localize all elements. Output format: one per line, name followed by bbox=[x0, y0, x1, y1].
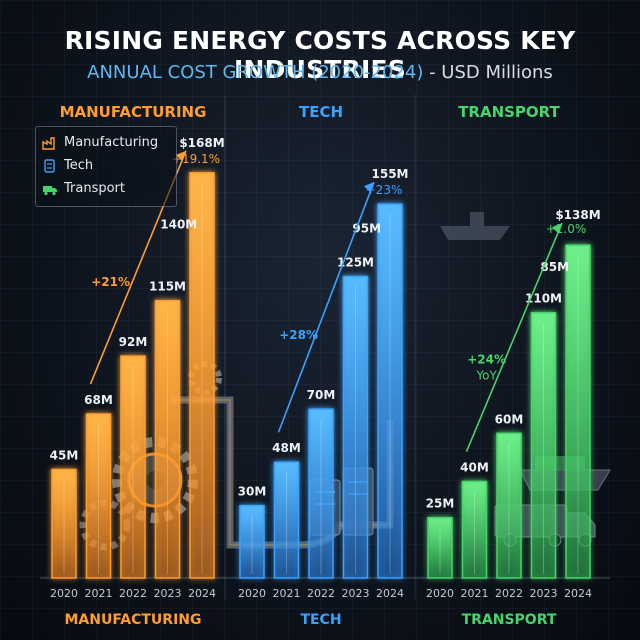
legend-item-manufacturing: Manufacturing bbox=[42, 131, 170, 154]
extra-label-manufacturing: 140M bbox=[160, 218, 197, 232]
tick-label-transport-2023: 2023 bbox=[530, 587, 558, 600]
value-label-manufacturing-2024: $168M bbox=[179, 136, 224, 150]
extra-label-tech: 95M bbox=[352, 221, 381, 235]
value-label-manufacturing-2020: 45M bbox=[50, 448, 79, 462]
factory-icon bbox=[42, 136, 55, 150]
chart-subtitle: ANNUAL COST GROWTH (2020-2024) - USD Mil… bbox=[0, 62, 640, 83]
panel-title-transport: TRANSPORT bbox=[458, 103, 560, 121]
bar-tech-2022 bbox=[308, 408, 334, 579]
bar-manufacturing-2022 bbox=[120, 355, 146, 579]
value-label-transport-2023: 110M bbox=[525, 292, 562, 306]
bar-manufacturing-2020 bbox=[51, 468, 77, 579]
panel-dividers bbox=[224, 95, 416, 600]
panel-title-tech: TECH bbox=[299, 103, 343, 121]
tick-label-transport-2024: 2024 bbox=[564, 587, 592, 600]
tick-label-transport-2020: 2020 bbox=[426, 587, 454, 600]
ship-icon bbox=[440, 212, 510, 240]
tick-label-transport-2021: 2021 bbox=[461, 587, 489, 600]
legend-label: Transport bbox=[64, 181, 126, 196]
bar-manufacturing-2021 bbox=[85, 413, 112, 579]
server-icon bbox=[44, 158, 55, 173]
annotation-transport-2: +1.0% bbox=[546, 222, 587, 236]
tick-label-manufacturing-2021: 2021 bbox=[85, 587, 113, 600]
value-label-manufacturing-2021: 68M bbox=[84, 393, 113, 407]
legend-label: Manufacturing bbox=[64, 135, 159, 150]
value-label-tech-2022: 70M bbox=[307, 388, 336, 402]
value-label-manufacturing-2023: 115M bbox=[149, 280, 186, 294]
tick-label-tech-2023: 2023 bbox=[342, 587, 370, 600]
trend-arrowhead-manufacturing bbox=[176, 150, 186, 161]
value-label-tech-2021: 48M bbox=[272, 441, 301, 455]
annotation-transport-0: +24% bbox=[467, 352, 506, 366]
value-label-transport-2020: 25M bbox=[426, 497, 455, 511]
tick-label-tech-2021: 2021 bbox=[273, 587, 301, 600]
bar-transport-2023 bbox=[530, 311, 557, 579]
bar-transport-2020 bbox=[427, 516, 453, 579]
panel-footer-transport: TRANSPORT bbox=[462, 612, 557, 628]
value-label-tech-2020: 30M bbox=[238, 485, 267, 499]
trend-arrow-transport bbox=[465, 222, 563, 452]
annotation-manufacturing-0: +21% bbox=[91, 275, 130, 289]
tick-label-manufacturing-2020: 2020 bbox=[50, 587, 78, 600]
value-label-transport-2022: 60M bbox=[495, 412, 524, 426]
trend-arrow-tech bbox=[277, 181, 375, 433]
panel-title-manufacturing: MANUFACTURING bbox=[60, 103, 207, 121]
value-label-manufacturing-2022: 92M bbox=[119, 335, 148, 349]
bar-manufacturing-2024 bbox=[189, 172, 215, 579]
bar-tech-2023 bbox=[342, 275, 369, 579]
legend-item-tech: Tech bbox=[42, 154, 170, 177]
tick-label-manufacturing-2022: 2022 bbox=[119, 587, 147, 600]
legend-item-transport: Transport bbox=[42, 177, 170, 200]
bar-transport-2022 bbox=[496, 432, 522, 579]
tick-label-manufacturing-2023: 2023 bbox=[154, 587, 182, 600]
value-label-transport-2024: $138M bbox=[555, 208, 600, 222]
panel-footer-tech: TECH bbox=[300, 612, 341, 628]
annotation-manufacturing-1: +19.1% bbox=[172, 152, 220, 166]
legend: Manufacturing Tech Transport bbox=[35, 126, 177, 207]
tick-label-transport-2022: 2022 bbox=[495, 587, 523, 600]
extra-label-transport: 85M bbox=[540, 260, 569, 274]
value-label-tech-2023: 125M bbox=[337, 256, 374, 270]
panel-footer-manufacturing: MANUFACTURING bbox=[64, 612, 201, 628]
truck-icon bbox=[43, 185, 57, 195]
bar-tech-2021 bbox=[273, 461, 300, 579]
value-label-transport-2021: 40M bbox=[460, 461, 489, 475]
bar-transport-2021 bbox=[461, 480, 488, 579]
bar-manufacturing-2023 bbox=[154, 299, 181, 579]
annotation-tech-1: +23% bbox=[366, 183, 403, 197]
bar-transport-2024 bbox=[565, 244, 591, 579]
bars-layer bbox=[40, 172, 610, 579]
subtitle-tail: - USD Millions bbox=[423, 62, 553, 83]
tick-label-tech-2024: 2024 bbox=[376, 587, 404, 600]
bar-tech-2020 bbox=[239, 504, 265, 579]
trend-arrowhead-tech bbox=[364, 182, 374, 193]
tick-label-manufacturing-2024: 2024 bbox=[188, 587, 216, 600]
annotation-transport-1: YoY bbox=[475, 368, 497, 382]
subtitle-lead: ANNUAL COST GROWTH (2020-2024) bbox=[87, 62, 424, 83]
trend-arrowhead-transport bbox=[552, 223, 562, 234]
bar-tech-2024 bbox=[377, 203, 403, 579]
value-label-tech-2024: 155M bbox=[372, 167, 409, 181]
chart-title: RISING ENERGY COSTS ACROSS KEY INDUSTRIE… bbox=[64, 26, 576, 84]
labels-layer: MANUFACTURING MANUFACTURING 45M 2020 68M 2021… bbox=[50, 103, 601, 628]
tick-label-tech-2020: 2020 bbox=[238, 587, 266, 600]
tick-label-tech-2022: 2022 bbox=[307, 587, 335, 600]
annotation-tech-0: +28% bbox=[279, 328, 318, 342]
legend-label: Tech bbox=[64, 158, 94, 173]
